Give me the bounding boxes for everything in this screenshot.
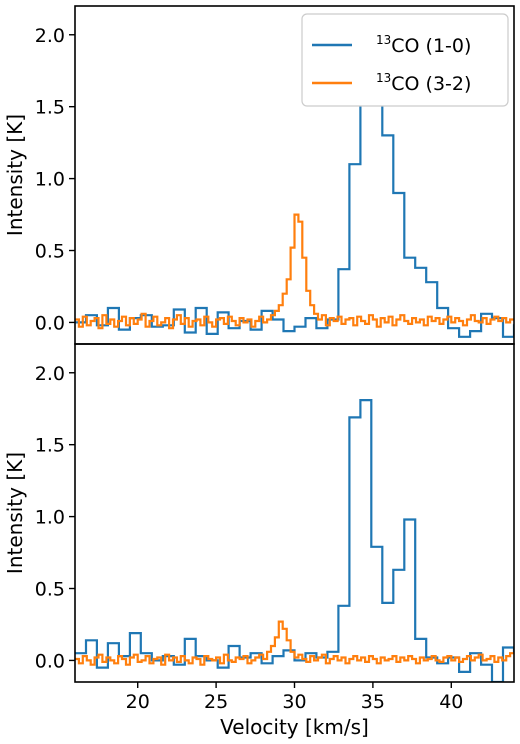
y-tick-label: 0.5 [35, 579, 65, 601]
legend: 13CO (1-0) 13CO (3-2) [301, 13, 509, 107]
x-tick-label: 25 [204, 691, 228, 713]
series-line-13co-1-0 [75, 399, 514, 682]
y-tick-label: 2.0 [35, 363, 65, 385]
x-axis-label: Velocity [km/s] [220, 715, 369, 739]
y-tick-label: 1.0 [35, 507, 65, 529]
y-tick-label: 1.5 [35, 97, 65, 119]
panel-bottom: 0.0 0.5 1.0 1.5 2.0 Intensity [K] 20 25 30 35 40 Ve… [3, 343, 515, 739]
y-tick-label: 1.5 [35, 435, 65, 457]
plot-frame [74, 343, 515, 683]
y-tick-label: 1.0 [35, 169, 65, 191]
legend-entry-label: 13CO (1-0) [376, 33, 471, 57]
y-tick-label: 2.0 [35, 25, 65, 47]
x-tick-label: 30 [282, 691, 306, 713]
y-tick-label: 0.5 [35, 241, 65, 263]
y-tick-label: 0.0 [35, 650, 65, 672]
y-tick-label: 0.0 [35, 312, 65, 334]
x-tick-label: 20 [126, 691, 150, 713]
legend-box [301, 13, 509, 107]
y-axis-label: Intensity [K] [3, 452, 27, 574]
y-axis-label: Intensity [K] [3, 114, 27, 236]
legend-entry-label: 13CO (3-2) [376, 71, 471, 95]
x-tick-label: 40 [439, 691, 463, 713]
x-tick-label: 35 [361, 691, 385, 713]
series-line-13co-3-2 [75, 620, 514, 666]
series-line-13co-3-2 [75, 213, 514, 330]
